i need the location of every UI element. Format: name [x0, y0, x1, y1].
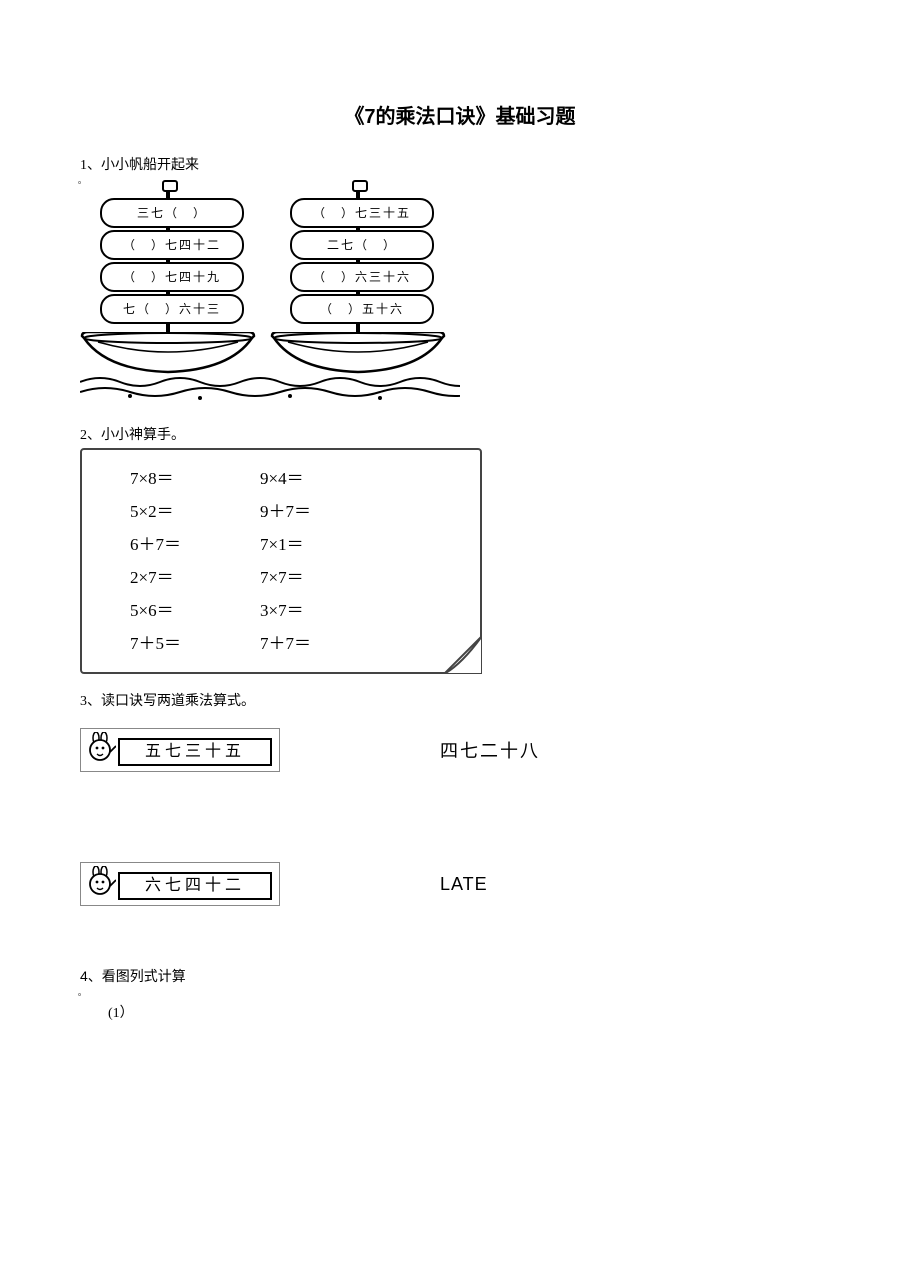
q3-label: 3、读口诀写两道乘法算式。	[80, 690, 840, 710]
mast-top-icon	[162, 180, 178, 192]
sail: 三七（ ）	[100, 198, 244, 228]
calc-cell: 7×7＝	[260, 563, 390, 588]
q1-label: 1、小小帆船开起来	[80, 154, 840, 174]
sail: （ ）七三十五	[290, 198, 434, 228]
q2-label: 2、小小神算手。	[80, 424, 840, 444]
calc-cell: 5×6＝	[130, 596, 260, 621]
mast-top-icon	[352, 180, 368, 192]
calc-row: 5×2＝ 9＋7＝	[130, 497, 460, 522]
calc-cell: 3×7＝	[260, 596, 390, 621]
punct-dot: 。	[78, 990, 840, 996]
sail: 七（ ）六十三	[100, 294, 244, 324]
phrase-text: 六七四十二	[118, 872, 272, 900]
worksheet-page: 《7的乘法口诀》基础习题 1、小小帆船开起来 。 三七（ ） （ ）七四十二 （…	[0, 0, 920, 1082]
water-icon	[80, 376, 460, 402]
calc-row: 2×7＝ 7×7＝	[130, 563, 460, 588]
sail: （ ）七四十二	[100, 230, 244, 260]
calc-row: 6＋7＝ 7×1＝	[130, 530, 460, 555]
calc-cell: 2×7＝	[130, 563, 260, 588]
hull-icon	[270, 332, 446, 374]
calc-cell: 7＋5＝	[130, 629, 260, 654]
calc-cell: 7×8＝	[130, 464, 260, 489]
phrase-row: 五七三十五 四七二十八	[80, 728, 840, 772]
calc-row: 7×8＝ 9×4＝	[130, 464, 460, 489]
calc-row: 5×6＝ 3×7＝	[130, 596, 460, 621]
phrase-text: 五七三十五	[118, 738, 272, 766]
phrase-row: 六七四十二 LATE	[80, 862, 840, 906]
bunny-icon	[86, 732, 116, 768]
calc-cell: 7＋7＝	[260, 629, 390, 654]
calc-row: 7＋5＝ 7＋7＝	[130, 629, 460, 654]
q4-sub: (1）	[108, 1002, 840, 1022]
bunny-icon	[86, 866, 116, 902]
sail: 二七（ ）	[290, 230, 434, 260]
calc-cell: 9＋7＝	[260, 497, 390, 522]
phrase-card: 六七四十二	[80, 862, 280, 906]
sail: （ ）七四十九	[100, 262, 244, 292]
sail: （ ）六三十六	[290, 262, 434, 292]
hull-icon	[80, 332, 256, 374]
calc-cell: 6＋7＝	[130, 530, 260, 555]
boats-figure: 三七（ ） （ ）七四十二 （ ）七四十九 七（ ）六十三 （ ）七三十五 二七…	[80, 184, 460, 404]
page-title: 《7的乘法口诀》基础习题	[80, 100, 840, 129]
calc-cell: 7×1＝	[260, 530, 390, 555]
page-fold-icon	[444, 636, 482, 674]
phrase-right-text: 四七二十八	[440, 737, 540, 763]
calc-cell: 5×2＝	[130, 497, 260, 522]
q4-label: 4、看图列式计算	[80, 966, 840, 986]
calc-box: 7×8＝ 9×4＝ 5×2＝ 9＋7＝ 6＋7＝ 7×1＝ 2×7＝ 7×7＝ …	[80, 448, 482, 674]
sail: （ ）五十六	[290, 294, 434, 324]
phrase-right-text: LATE	[440, 874, 488, 895]
calc-cell: 9×4＝	[260, 464, 390, 489]
phrase-card: 五七三十五	[80, 728, 280, 772]
